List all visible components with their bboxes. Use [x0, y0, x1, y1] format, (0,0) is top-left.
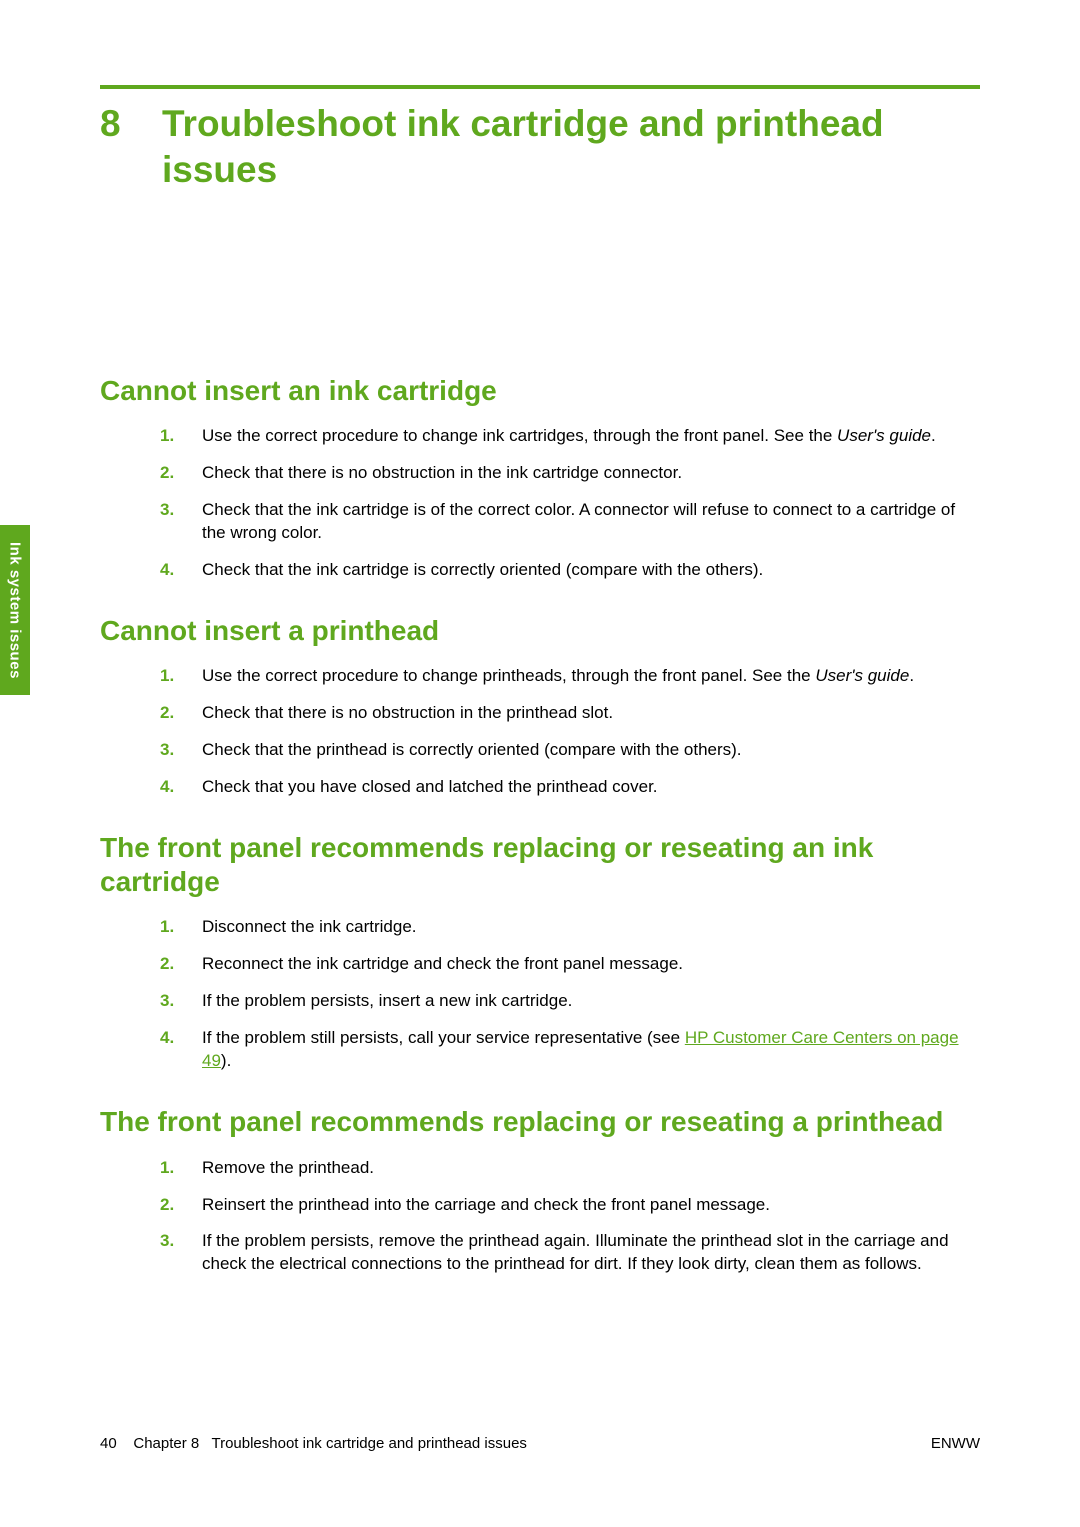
- list-item: 3.If the problem persists, remove the pr…: [160, 1230, 980, 1276]
- section: The front panel recommends replacing or …: [100, 1105, 980, 1276]
- list-item: 1.Use the correct procedure to change in…: [160, 425, 980, 448]
- list-item: 2.Check that there is no obstruction in …: [160, 462, 980, 485]
- page-content: 8 Troubleshoot ink cartridge and printhe…: [0, 0, 1080, 1527]
- list-item: 3.Check that the printhead is correctly …: [160, 739, 980, 762]
- chapter-title: 8 Troubleshoot ink cartridge and printhe…: [100, 101, 980, 194]
- footer-left: 40 Chapter 8 Troubleshoot ink cartridge …: [100, 1435, 527, 1452]
- list-number: 1.: [160, 916, 202, 939]
- ordered-list: 1.Disconnect the ink cartridge.2.Reconne…: [100, 916, 980, 1073]
- list-number: 2.: [160, 1194, 202, 1217]
- list-text: If the problem persists, insert a new in…: [202, 990, 980, 1013]
- italic-text: User's guide: [837, 426, 931, 445]
- list-number: 4.: [160, 559, 202, 582]
- list-item: 3.If the problem persists, insert a new …: [160, 990, 980, 1013]
- list-item: 4.If the problem still persists, call yo…: [160, 1027, 980, 1073]
- page-number: 40: [100, 1435, 117, 1452]
- italic-text: User's guide: [815, 666, 909, 685]
- chapter-number: 8: [100, 101, 162, 194]
- list-number: 3.: [160, 990, 202, 1013]
- list-number: 1.: [160, 425, 202, 448]
- section-heading: The front panel recommends replacing or …: [100, 1105, 980, 1139]
- section: Cannot insert a printhead 1.Use the corre…: [100, 614, 980, 799]
- list-number: 2.: [160, 953, 202, 976]
- top-rule: [100, 85, 980, 89]
- list-item: 2.Check that there is no obstruction in …: [160, 702, 980, 725]
- list-number: 2.: [160, 462, 202, 485]
- list-text: Use the correct procedure to change prin…: [202, 665, 980, 688]
- list-item: 2.Reconnect the ink cartridge and check …: [160, 953, 980, 976]
- list-number: 2.: [160, 702, 202, 725]
- page-footer: 40 Chapter 8 Troubleshoot ink cartridge …: [100, 1435, 980, 1452]
- footer-right: ENWW: [931, 1435, 980, 1452]
- chapter-title-text: Troubleshoot ink cartridge and printhead…: [162, 101, 980, 194]
- list-item: 2.Reinsert the printhead into the carria…: [160, 1194, 980, 1217]
- ordered-list: 1.Remove the printhead.2.Reinsert the pr…: [100, 1157, 980, 1277]
- list-item: 1.Disconnect the ink cartridge.: [160, 916, 980, 939]
- list-text: Check that the ink cartridge is of the c…: [202, 499, 980, 545]
- list-item: 4.Check that you have closed and latched…: [160, 776, 980, 799]
- list-text: Check that there is no obstruction in th…: [202, 462, 980, 485]
- list-number: 3.: [160, 739, 202, 762]
- list-number: 1.: [160, 1157, 202, 1180]
- list-text: Reconnect the ink cartridge and check th…: [202, 953, 980, 976]
- section: The front panel recommends replacing or …: [100, 831, 980, 1073]
- list-item: 1.Remove the printhead.: [160, 1157, 980, 1180]
- list-item: 4.Check that the ink cartridge is correc…: [160, 559, 980, 582]
- list-number: 3.: [160, 499, 202, 545]
- section-heading: Cannot insert an ink cartridge: [100, 374, 980, 408]
- section: Cannot insert an ink cartridge 1.Use the …: [100, 374, 980, 582]
- footer-chapter-title: Troubleshoot ink cartridge and printhead…: [211, 1435, 526, 1452]
- list-number: 4.: [160, 1027, 202, 1073]
- section-heading: The front panel recommends replacing or …: [100, 831, 980, 898]
- cross-reference-link[interactable]: HP Customer Care Centers on page 49: [202, 1028, 959, 1070]
- list-text: Disconnect the ink cartridge.: [202, 916, 980, 939]
- list-text: Remove the printhead.: [202, 1157, 980, 1180]
- list-number: 3.: [160, 1230, 202, 1276]
- section-heading: Cannot insert a printhead: [100, 614, 980, 648]
- list-text: Reinsert the printhead into the carriage…: [202, 1194, 980, 1217]
- list-item: 3.Check that the ink cartridge is of the…: [160, 499, 980, 545]
- list-number: 1.: [160, 665, 202, 688]
- list-text: Check that you have closed and latched t…: [202, 776, 980, 799]
- list-text: Check that the printhead is correctly or…: [202, 739, 980, 762]
- ordered-list: 1.Use the correct procedure to change in…: [100, 425, 980, 582]
- list-text: Check that there is no obstruction in th…: [202, 702, 980, 725]
- footer-chapter-label: Chapter 8: [133, 1435, 199, 1452]
- ordered-list: 1.Use the correct procedure to change pr…: [100, 665, 980, 799]
- list-text: Use the correct procedure to change ink …: [202, 425, 980, 448]
- list-text: If the problem persists, remove the prin…: [202, 1230, 980, 1276]
- list-text: If the problem still persists, call your…: [202, 1027, 980, 1073]
- list-text: Check that the ink cartridge is correctl…: [202, 559, 980, 582]
- list-item: 1.Use the correct procedure to change pr…: [160, 665, 980, 688]
- list-number: 4.: [160, 776, 202, 799]
